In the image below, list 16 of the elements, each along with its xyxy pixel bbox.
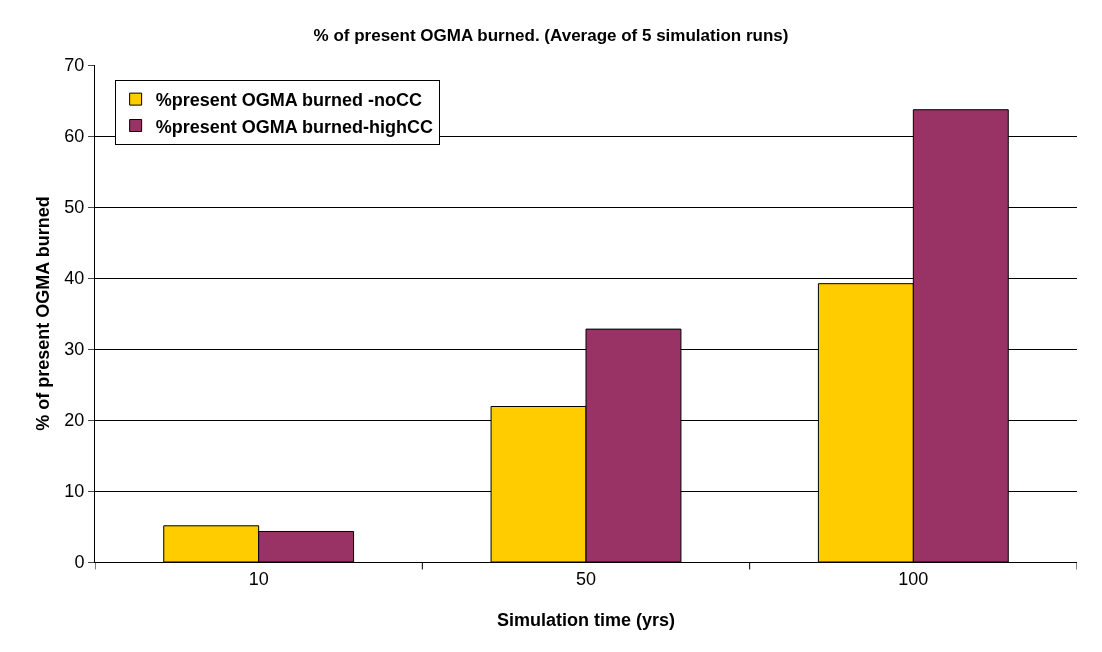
legend-label: %present OGMA burned-highCC (155, 116, 433, 137)
y-tick-label: 50 (64, 197, 85, 218)
y-tick-label: 60 (64, 126, 85, 147)
x-tick-label: 10 (248, 568, 269, 589)
y-tick-label: 0 (74, 552, 85, 573)
x-tick-label: 100 (898, 568, 929, 589)
x-axis-title: Simulation time (yrs) (496, 610, 676, 630)
y-tick-label: 30 (64, 339, 85, 360)
y-tick-label: 10 (64, 481, 85, 502)
legend-label: %present OGMA burned -noCC (155, 90, 422, 111)
y-tick-label: 40 (64, 268, 85, 289)
y-axis-title: % of present OGMA burned (33, 196, 53, 431)
x-tick-label: 50 (575, 568, 597, 589)
chart-title: % of present OGMA burned. (Average of 5 simulation runs) (313, 26, 789, 46)
y-tick-label: 70 (64, 55, 85, 76)
y-tick-label: 20 (64, 410, 85, 431)
